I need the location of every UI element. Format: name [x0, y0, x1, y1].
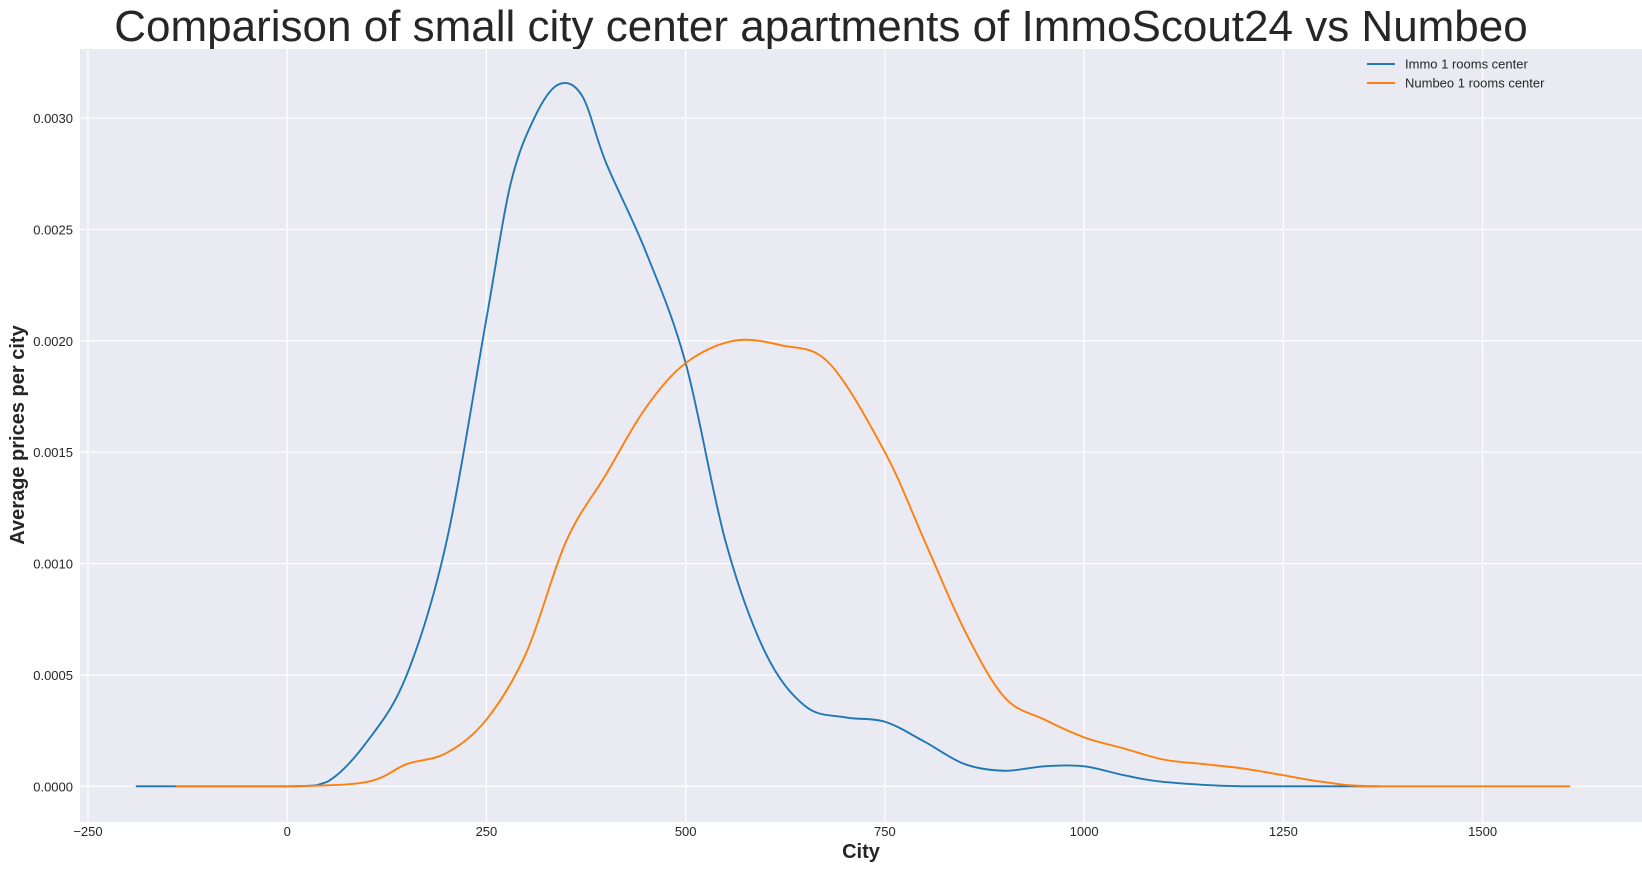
chart-title: Comparison of small city center apartmen…: [114, 2, 1527, 51]
y-tick-label: 0.0015: [33, 445, 73, 460]
tick-layer: −250 0 250 500 750 1000 1250 1500 0.0000 0.0005 0.…: [33, 111, 1497, 839]
y-tick-label: 0.0025: [33, 222, 73, 237]
x-tick-label: 1250: [1269, 824, 1298, 839]
x-tick-label: 250: [476, 824, 498, 839]
x-tick-label: −250: [73, 824, 102, 839]
x-axis-label: City: [842, 841, 881, 863]
x-tick-label: 500: [675, 824, 697, 839]
plot-area: [80, 49, 1642, 822]
series-line-1: [135, 82, 1380, 788]
legend-label-2: Numbeo 1 rooms center: [1405, 76, 1545, 91]
y-axis-label: Average prices per city: [7, 324, 29, 544]
series-layer: [135, 82, 1571, 788]
y-tick-label: 0.0005: [33, 668, 73, 683]
legend-label-1: Immo 1 rooms center: [1405, 57, 1528, 72]
x-tick-label: 1500: [1468, 824, 1497, 839]
legend: Immo 1 rooms center Numbeo 1 rooms center: [1367, 57, 1545, 91]
y-tick-label: 0.0010: [33, 557, 73, 572]
x-tick-label: 0: [284, 824, 291, 839]
y-tick-label: 0.0020: [33, 334, 73, 349]
y-tick-label: 0.0000: [33, 779, 73, 794]
series-line-2: [175, 338, 1571, 788]
x-tick-label: 750: [874, 824, 896, 839]
y-tick-label: 0.0030: [33, 111, 73, 126]
x-tick-label: 1000: [1070, 824, 1099, 839]
grid-layer: [80, 49, 1642, 822]
